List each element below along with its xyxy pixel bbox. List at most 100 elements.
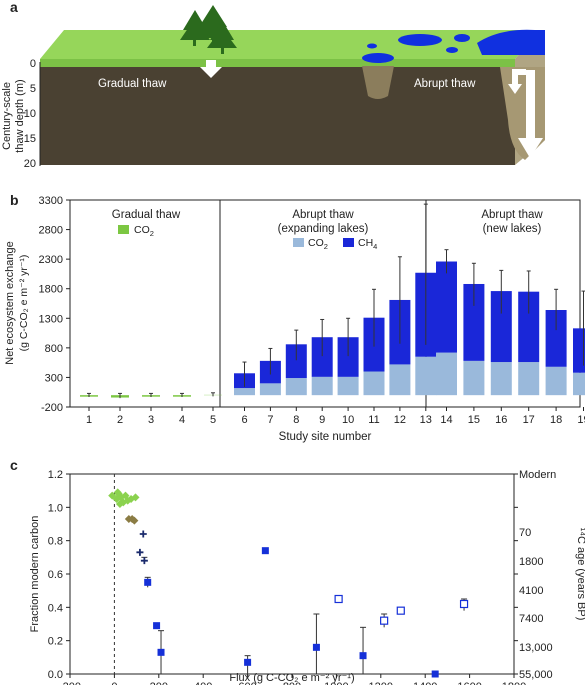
- panel-a-ylabel-line2: thaw depth (m): [14, 79, 26, 152]
- right-tick-label: 7400: [519, 613, 543, 625]
- x-tick-label: 600: [238, 681, 256, 685]
- bar-segment: [234, 388, 255, 396]
- bar-segment: [463, 360, 485, 396]
- panel-a-ytick: 0: [30, 58, 36, 70]
- right-tick-label: 13,000: [519, 642, 553, 654]
- x-tick-label: 10: [342, 414, 354, 426]
- tree-icon: [180, 5, 237, 54]
- bar-segment: [518, 291, 540, 363]
- group-title-new-line1: Abrupt thaw: [481, 209, 543, 221]
- x-tick-label: 1400: [413, 681, 437, 685]
- bar-segment: [490, 362, 512, 396]
- panel-c-error-bars: [141, 556, 468, 674]
- x-tick-label: 1200: [369, 681, 393, 685]
- big-lake: [477, 29, 545, 55]
- x-tick-label: 16: [495, 414, 507, 426]
- x-tick-label: 3: [148, 414, 154, 426]
- data-point: [312, 643, 320, 651]
- x-tick-label: 15: [468, 414, 480, 426]
- data-point: [261, 547, 269, 555]
- y-tick-label: 0.8: [48, 536, 63, 548]
- bar-segment: [436, 261, 457, 353]
- x-tick-label: 800: [283, 681, 301, 685]
- abrupt-thaw-arrow-icon: [508, 69, 543, 158]
- data-point: [140, 557, 148, 565]
- bar-segment: [363, 371, 385, 396]
- y-tick-label: -200: [41, 402, 63, 414]
- small-thaw-pit: [362, 66, 394, 99]
- y-tick-label: 300: [45, 372, 63, 384]
- right-tick-label: 55,000: [519, 669, 553, 681]
- bar-segment: [337, 337, 359, 377]
- y-tick-label: 0.2: [48, 636, 63, 648]
- soil-block: [40, 67, 515, 165]
- panel-b-ylabel-line2: (g C-CO₂ e m⁻² yr⁻¹): [18, 255, 30, 352]
- group-title-expanding-line1: Abrupt thaw: [292, 209, 354, 221]
- x-tick-label: 14: [440, 414, 452, 426]
- panel-c-xlabel: Flux (g C-CO₂ e m⁻² yr⁻¹): [229, 672, 354, 684]
- bar-segment: [436, 352, 457, 396]
- x-tick-label: 13: [420, 414, 432, 426]
- data-point: [136, 548, 144, 556]
- bar-segment: [259, 383, 281, 396]
- bar-segment: [311, 337, 333, 377]
- group-title-gradual: Gradual thaw: [112, 209, 181, 221]
- panel-a-ylabel-line1: Century-scale: [1, 82, 13, 150]
- data-point: [359, 652, 367, 660]
- y-tick-label: 0.6: [48, 569, 63, 581]
- data-point: [431, 670, 439, 678]
- x-tick-label: 1: [86, 414, 92, 426]
- x-tick-label: 1000: [324, 681, 348, 685]
- y-tick-label: 3300: [39, 195, 63, 207]
- x-tick-label: 1600: [457, 681, 481, 685]
- panel-a-ytick: 15: [24, 133, 36, 145]
- y-tick-label: 1.2: [48, 469, 63, 481]
- gradual-thaw-label: Gradual thaw: [98, 78, 167, 90]
- panel-b-error-bars: [87, 203, 585, 399]
- x-tick-label: 6: [241, 414, 247, 426]
- panel-c-label: c: [10, 457, 18, 473]
- data-point: [244, 658, 252, 666]
- x-tick-label: 200: [150, 681, 168, 685]
- group-title-new-line2: (new lakes): [483, 223, 542, 235]
- water-patch: [398, 34, 442, 46]
- x-tick-label: 0: [111, 681, 117, 685]
- right-tick-label: 4100: [519, 585, 543, 597]
- panel-c-ylabel-left: Fraction modern carbon: [29, 516, 41, 633]
- right-tick-label: 1800: [519, 556, 543, 568]
- water-patch: [446, 47, 458, 53]
- data-point: [115, 500, 124, 508]
- x-tick-label: 4: [179, 414, 185, 426]
- panel-b-y-ticks: -200 300 800 1300 1800 2300 2800 3300: [39, 195, 70, 414]
- panel-c-frame: [69, 473, 515, 675]
- data-point: [131, 493, 140, 502]
- data-point: [459, 599, 469, 609]
- panel-b-x-ticks: 12345678910111213141516171819: [86, 407, 585, 426]
- data-point: [334, 594, 343, 604]
- x-tick-label: 5: [210, 414, 216, 426]
- x-tick-label: 19: [577, 414, 585, 426]
- legend-label-ch4: CH4: [358, 237, 377, 251]
- water-patch: [367, 43, 377, 49]
- bar-segment: [285, 378, 307, 396]
- x-tick-label: 9: [319, 414, 325, 426]
- x-tick-label: -200: [59, 681, 81, 685]
- panel-b-bars: [80, 261, 585, 398]
- bar-segment: [573, 328, 585, 373]
- bar-segment: [573, 372, 585, 396]
- x-tick-label: 8: [293, 414, 299, 426]
- y-tick-label: 2800: [39, 225, 63, 237]
- bar-segment: [415, 356, 437, 396]
- legend-swatch-ch4: [343, 238, 354, 247]
- group-title-expanding-line2: (expanding lakes): [278, 223, 369, 235]
- y-tick-label: 1300: [39, 313, 63, 325]
- data-point: [157, 648, 165, 656]
- panel-c-ylabel-right: ¹⁴C age (years BP): [575, 528, 585, 621]
- data-point: [380, 616, 389, 625]
- x-tick-label: 7: [267, 414, 273, 426]
- legend-label-co2: CO2: [308, 237, 328, 251]
- ground-edge: [40, 59, 515, 67]
- data-point: [396, 606, 405, 615]
